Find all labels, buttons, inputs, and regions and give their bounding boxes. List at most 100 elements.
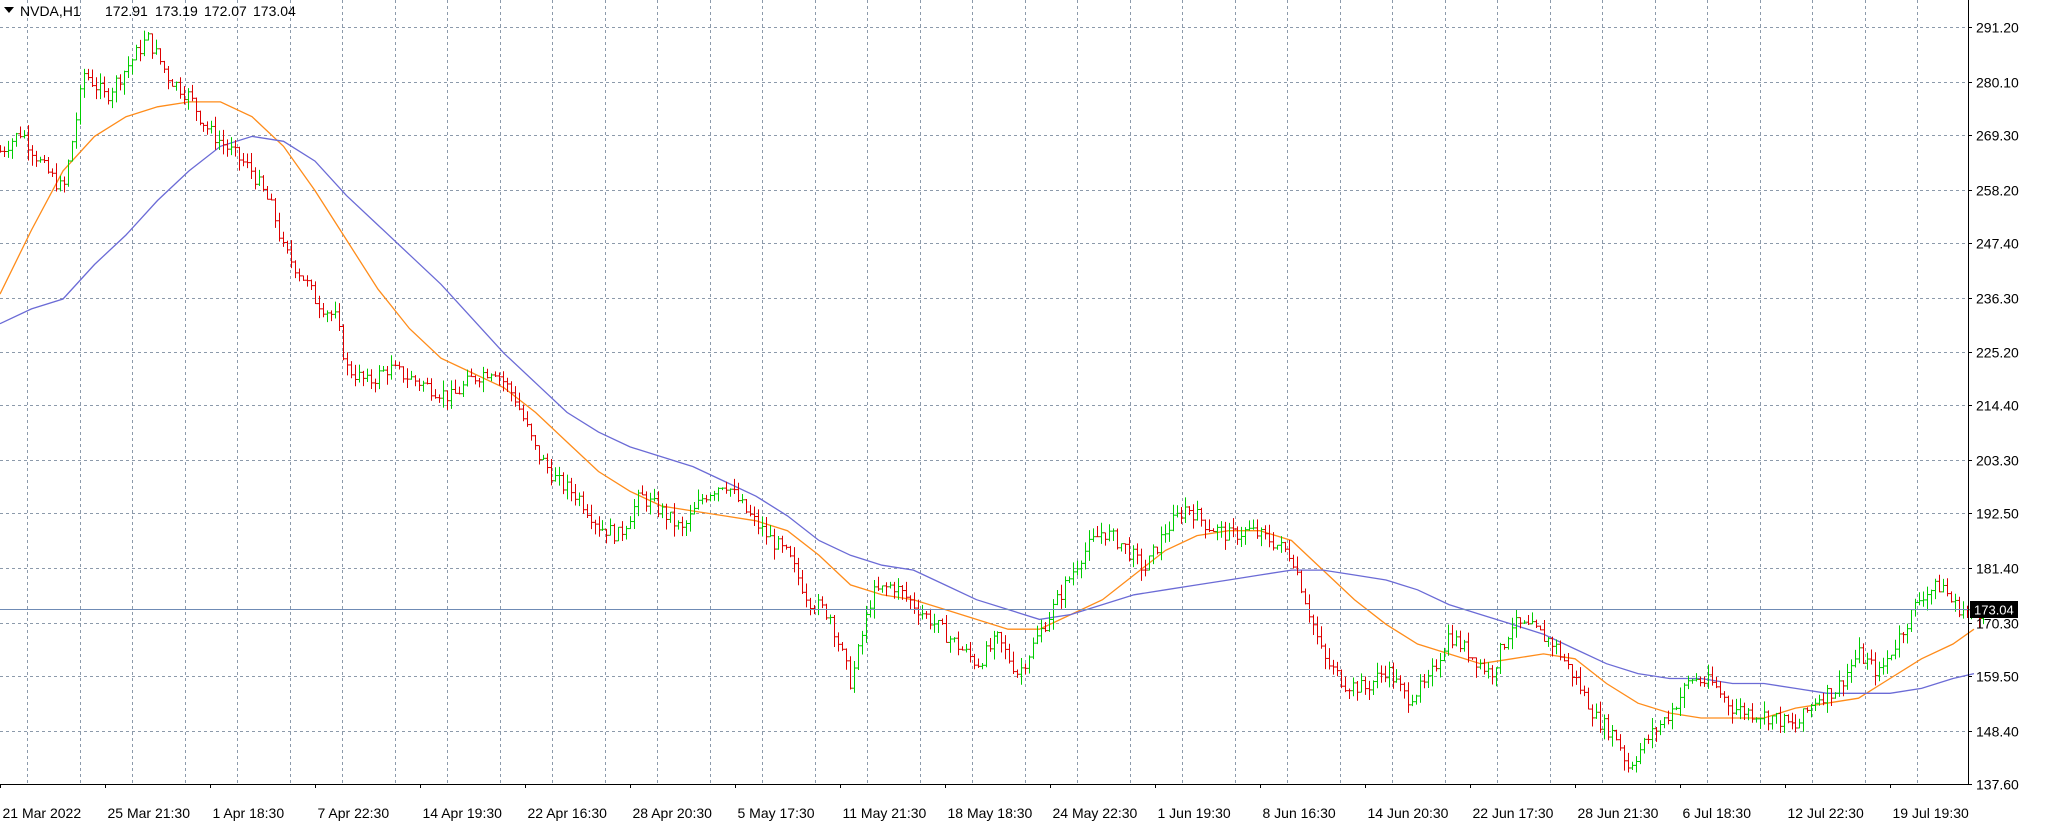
ohlc-bar — [1323, 643, 1328, 670]
ohlc-bar — [1462, 639, 1467, 652]
ohlc-bar — [1793, 714, 1798, 733]
ohlc-bar — [1271, 532, 1276, 551]
ohlc-bar — [170, 78, 175, 87]
y-tick-label: 137.60 — [1976, 777, 2019, 793]
ohlc-bar — [1825, 684, 1830, 713]
ohlc-bar — [381, 365, 386, 372]
ohlc-bar — [281, 231, 286, 247]
ohlc-bar — [146, 31, 151, 41]
ohlc-bar — [600, 520, 605, 531]
ohlc-bar — [1510, 617, 1515, 650]
ohlc-bar — [1602, 714, 1607, 740]
ohlc-bar — [1015, 669, 1020, 678]
ohlc-bar — [1335, 661, 1340, 677]
ohlc-bar — [999, 631, 1004, 653]
ohlc-bar — [34, 150, 39, 167]
ohlc-bar — [289, 240, 294, 269]
ohlc-bar — [624, 525, 629, 540]
ohlc-bar — [1702, 676, 1707, 687]
ohlc-bar — [1957, 596, 1962, 618]
x-tick-label: 1 Apr 18:30 — [213, 805, 285, 821]
ohlc-bar — [1809, 703, 1814, 718]
ohlc-bar — [429, 378, 434, 401]
ohlc-bar — [1778, 706, 1783, 733]
ohlc-bar — [449, 380, 454, 409]
ohlc-bar — [1853, 649, 1858, 668]
ohlc-bar — [1889, 654, 1894, 661]
ohlc-bar — [142, 30, 147, 57]
ohlc-bar — [1139, 548, 1144, 581]
ohlc-bar — [253, 167, 258, 190]
ohlc-bar — [26, 125, 31, 161]
ohlc-bar — [1558, 640, 1563, 661]
ohlc-bar — [237, 146, 242, 171]
caret-down-icon[interactable] — [4, 7, 14, 13]
x-tick-label: 18 May 18:30 — [948, 805, 1033, 821]
ohlc-bar — [1546, 637, 1551, 647]
ohlc-bar — [229, 137, 234, 156]
ohlc-bar — [1123, 543, 1128, 554]
ohlc-bar — [1829, 688, 1834, 707]
ohlc-bar — [956, 631, 961, 656]
x-tick-label: 21 Mar 2022 — [3, 805, 82, 821]
ohlc-bar — [972, 653, 977, 670]
ohlc-bar — [577, 492, 582, 507]
ohlc-bar — [1115, 528, 1120, 550]
ohlc-bar — [672, 503, 677, 537]
ohlc-bar — [425, 377, 430, 385]
ohlc-bar — [988, 638, 993, 652]
ohlc-bar — [872, 579, 877, 619]
ohlc-bar — [1582, 685, 1587, 697]
y-tick-label: 148.40 — [1976, 724, 2019, 740]
ohlc-bar — [162, 60, 167, 74]
ohlc-bar — [1634, 756, 1639, 773]
ohlc-bar — [1255, 519, 1260, 539]
ohlc-bar — [233, 140, 238, 157]
ohlc-bar — [337, 303, 342, 331]
ohlc-bar — [437, 394, 442, 403]
ohlc-bar — [708, 493, 713, 502]
ohlc-bar — [46, 156, 51, 174]
ohlc-bar — [1590, 704, 1595, 727]
ohlc-bar — [1371, 680, 1376, 695]
ohlc-bar — [680, 516, 685, 537]
ohlc-bar — [636, 489, 641, 517]
ohlc-bar — [1658, 720, 1663, 736]
ohlc-bar — [313, 281, 318, 305]
ohlc-bar — [1103, 532, 1108, 546]
ohlc-bar — [920, 604, 925, 620]
ohlc-bar — [1039, 619, 1044, 643]
ohlc-bar — [824, 603, 829, 620]
ohlc-bar — [533, 435, 538, 450]
ohlc-bar — [1410, 694, 1415, 707]
ohlc-bar — [301, 275, 306, 281]
ohlc-bar — [904, 581, 909, 602]
y-tick-label: 214.40 — [1976, 398, 2019, 414]
ohlc-bar — [788, 545, 793, 558]
ohlc-bar — [321, 303, 326, 318]
ohlc-bar — [106, 88, 111, 105]
ohlc-bar — [1526, 614, 1531, 626]
ohlc-bar — [38, 156, 43, 163]
ohlc-bar — [640, 485, 645, 496]
ohlc-bar — [154, 39, 159, 55]
ohlc-bar — [1067, 576, 1072, 584]
ohlc-bar — [1470, 657, 1475, 660]
y-tick-label: 247.40 — [1976, 236, 2019, 252]
ohlc-bar — [900, 585, 905, 600]
ohlc-bar — [616, 526, 621, 542]
ohlc-bar — [1905, 623, 1910, 644]
ohlc-bar — [936, 619, 941, 634]
open-value: 172.91 — [105, 3, 148, 19]
ohlc-bar — [692, 501, 697, 515]
x-tick-label: 14 Jun 20:30 — [1368, 805, 1449, 821]
ohlc-bar — [58, 175, 63, 192]
ohlc-bar — [1422, 674, 1427, 689]
ohlc-bar — [1482, 658, 1487, 675]
ohlc-bar — [1383, 665, 1388, 683]
ohlc-bar — [122, 70, 127, 95]
ohlc-bar — [876, 576, 881, 592]
ohlc-bar — [1706, 664, 1711, 689]
ohlc-bar — [1710, 666, 1715, 686]
